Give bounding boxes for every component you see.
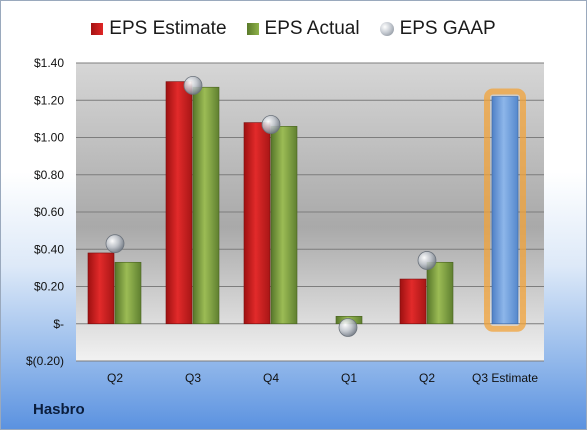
legend-item-eps-gaap: EPS GAAP <box>379 18 496 40</box>
legend-item-eps-actual: EPS Actual <box>246 18 360 40</box>
legend-label-actual: EPS Actual <box>264 18 360 39</box>
marker-eps-gaap <box>261 115 281 134</box>
y-tick-label: $0.60 <box>34 205 64 219</box>
y-tick-label: $(0.20) <box>26 354 64 368</box>
bar-eps-actual <box>192 86 220 325</box>
legend-label-gaap: EPS GAAP <box>399 18 496 39</box>
marker-eps-gaap <box>417 251 437 270</box>
y-tick-label: $1.20 <box>34 93 64 107</box>
projected-highlight <box>484 88 526 332</box>
company-name: Hasbro <box>33 401 85 418</box>
bars <box>87 81 526 332</box>
x-tick-label: Q3 <box>185 371 201 385</box>
bar-q3-estimate <box>491 96 519 325</box>
y-tick-label: $0.40 <box>34 242 64 256</box>
legend-item-eps-estimate: EPS Estimate <box>91 18 227 40</box>
bar-eps-estimate <box>87 252 115 325</box>
legend: EPS Estimate EPS Actual EPS GAAP <box>1 15 586 43</box>
x-tick-label: Q1 <box>341 371 357 385</box>
legend-swatch-estimate <box>91 23 104 35</box>
bar-eps-estimate <box>399 278 427 325</box>
legend-swatch-gaap <box>379 22 394 36</box>
y-tick-label: $- <box>53 317 64 331</box>
legend-label-estimate: EPS Estimate <box>109 18 227 39</box>
marker-eps-gaap <box>105 234 125 254</box>
bar-eps-actual <box>270 126 298 325</box>
gridlines <box>76 62 544 362</box>
x-axis: Q2 Q3 Q4 Q1 Q2 Q3 Estimate <box>107 371 538 385</box>
x-tick-label: Q4 <box>263 371 279 385</box>
bar-eps-estimate <box>243 122 271 325</box>
x-tick-label: Q2 <box>419 371 435 385</box>
legend-swatch-actual <box>246 23 259 35</box>
marker-eps-gaap <box>183 75 203 95</box>
bar-eps-actual <box>114 261 142 325</box>
bar-eps-estimate <box>165 81 193 325</box>
y-tick-label: $0.80 <box>34 168 64 182</box>
x-tick-label: Q3 Estimate <box>472 371 538 385</box>
y-tick-label: $0.20 <box>34 280 64 294</box>
gaap-markers <box>105 75 437 337</box>
x-tick-label: Q2 <box>107 371 123 385</box>
bar-eps-actual <box>426 261 454 325</box>
marker-eps-gaap <box>338 318 358 337</box>
y-tick-label: $1.40 <box>34 56 64 70</box>
y-tick-label: $1.00 <box>34 131 64 145</box>
y-axis: $(0.20) $- $0.20 $0.40 $0.60 $0.80 $1.00 $1.20 $… <box>26 56 64 368</box>
